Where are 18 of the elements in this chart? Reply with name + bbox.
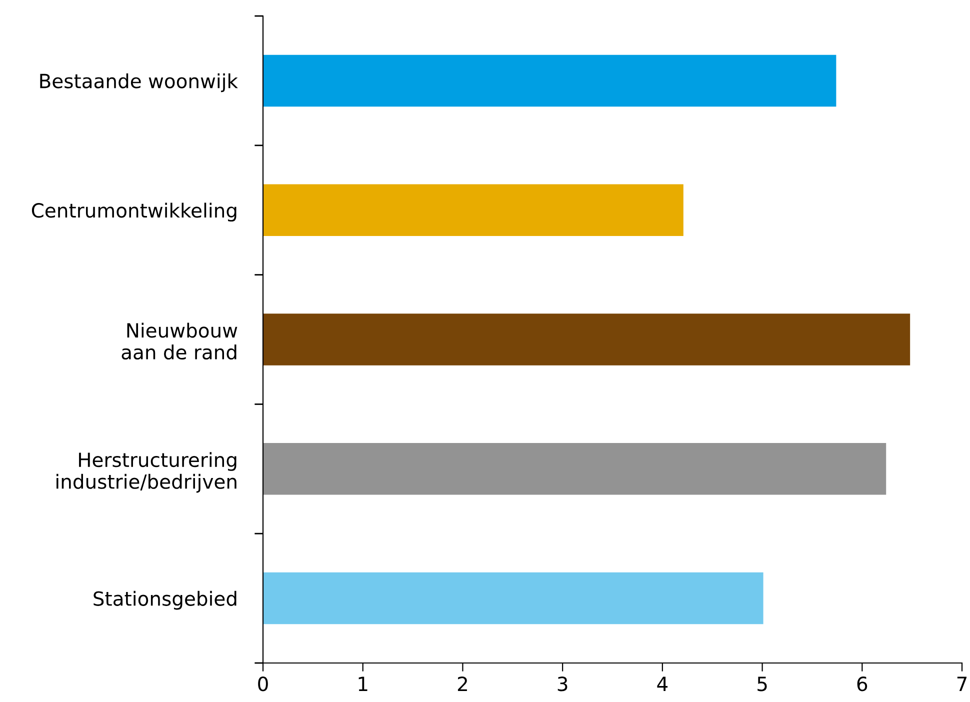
x-tick-label: 4 (657, 676, 668, 691)
y-tick-label: Nieuwbouw aan de rand (122, 322, 238, 360)
y-tick-label: Bestaande woonwijk (40, 73, 238, 92)
x-tick-label: 2 (458, 676, 467, 691)
x-tick-label: 3 (558, 676, 568, 692)
y-tick-label: Herstructurering industrie/bedrijven (56, 452, 236, 493)
x-tick-label: 1 (358, 676, 368, 691)
y-tick-label: Centrumontwikkeling (32, 202, 236, 222)
x-tick-label: 6 (857, 676, 868, 692)
x-tick-label: 5 (758, 676, 767, 692)
x-tick-label: 7 (957, 676, 967, 691)
bar (263, 314, 910, 366)
y-tick-label: Stationsgebied (94, 590, 236, 610)
bar (263, 443, 886, 495)
bar (263, 184, 684, 236)
bar (263, 572, 764, 624)
bar (263, 54, 836, 107)
x-tick-label: 0 (258, 676, 268, 692)
